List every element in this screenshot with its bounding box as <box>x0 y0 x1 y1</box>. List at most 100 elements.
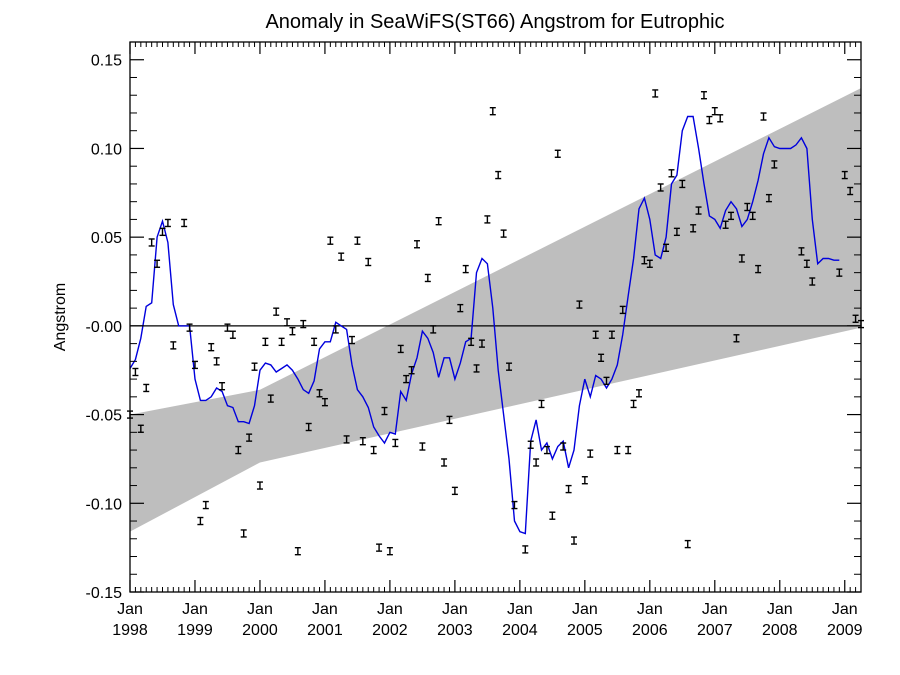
data-point <box>749 211 756 221</box>
data-point <box>338 252 345 261</box>
x-tick-year-label: 2001 <box>307 622 343 639</box>
data-point <box>430 325 437 334</box>
y-tick-label: -0.15 <box>86 585 123 602</box>
data-point <box>154 259 161 268</box>
x-tick-month-label: Jan <box>442 601 468 618</box>
data-point <box>625 445 632 455</box>
data-point <box>614 445 621 455</box>
data-point <box>191 360 198 370</box>
data-point <box>673 227 680 237</box>
data-point <box>571 536 578 545</box>
data-point <box>560 442 567 451</box>
data-point <box>700 91 707 100</box>
data-points-layer <box>127 89 864 556</box>
x-tick-year-label: 2007 <box>697 622 733 639</box>
data-point <box>543 445 550 455</box>
data-point <box>619 305 626 315</box>
x-tick-year-label: 1999 <box>177 622 213 639</box>
data-point <box>446 415 453 425</box>
data-point <box>587 449 594 458</box>
data-point <box>321 397 328 407</box>
data-point <box>300 319 307 329</box>
y-tick-label: 0.05 <box>91 230 122 247</box>
data-point <box>538 399 545 409</box>
data-point <box>256 481 263 490</box>
data-point <box>343 435 350 444</box>
data-point <box>684 539 691 549</box>
data-point <box>229 330 236 339</box>
data-point <box>641 256 648 265</box>
data-point <box>484 215 491 224</box>
data-point <box>408 366 415 375</box>
x-tick-month-label: Jan <box>312 601 338 618</box>
data-point <box>506 362 513 371</box>
x-tick-year-label: 2006 <box>632 622 668 639</box>
data-point <box>137 424 144 433</box>
data-point <box>435 216 442 226</box>
y-tick-label: 0.15 <box>91 53 122 70</box>
data-point <box>646 259 653 268</box>
data-point <box>511 500 518 510</box>
data-point <box>847 186 854 196</box>
axes-layer: -0.15 -0.10 -0.05 -0.00 0.05 0.10 0.15 Jan 1998 J… <box>86 41 863 639</box>
data-point <box>381 406 388 416</box>
x-tick-month-label: Jan <box>767 601 793 618</box>
data-point <box>771 160 778 169</box>
data-point <box>441 458 448 467</box>
data-point <box>143 383 150 393</box>
data-point <box>533 458 540 467</box>
data-point <box>419 442 426 451</box>
data-point <box>316 389 323 398</box>
plot-frame <box>129 41 862 593</box>
data-point <box>630 399 637 409</box>
data-point <box>690 224 697 233</box>
x-tick-month-label: Jan <box>117 601 143 618</box>
data-point <box>635 389 642 398</box>
data-point <box>181 218 188 228</box>
data-point <box>668 169 675 178</box>
data-point <box>413 240 420 249</box>
data-point <box>170 341 177 350</box>
data-point <box>186 323 193 332</box>
y-tick-label: -0.00 <box>86 319 123 336</box>
chart-title: Anomaly in SeaWiFS(ST66) Angstrom for Eu… <box>265 11 724 33</box>
data-point <box>852 314 859 323</box>
data-point <box>354 236 361 245</box>
data-point <box>798 247 805 256</box>
x-tick-year-label: 2000 <box>242 622 278 639</box>
x-tick-month-label: Jan <box>247 601 273 618</box>
data-point <box>803 259 810 268</box>
x-tick-month-label: Jan <box>832 601 858 618</box>
data-point <box>359 436 366 446</box>
data-point <box>273 307 280 316</box>
data-point <box>278 337 285 347</box>
confidence-band <box>130 88 861 532</box>
data-point <box>240 529 247 538</box>
data-point <box>327 236 334 245</box>
x-tick-year-label: 2009 <box>827 622 863 639</box>
data-point <box>500 229 507 238</box>
data-point <box>489 106 496 116</box>
data-point <box>478 339 485 348</box>
data-point <box>386 546 393 556</box>
data-point <box>424 273 431 283</box>
data-point <box>652 89 659 98</box>
data-point <box>311 337 318 347</box>
data-point <box>208 342 215 352</box>
y-tick-label: 0.10 <box>91 141 122 158</box>
data-point <box>219 381 226 391</box>
data-point <box>246 433 253 442</box>
x-tick-month-label: Jan <box>507 601 533 618</box>
data-point <box>197 516 204 526</box>
data-point <box>132 367 139 377</box>
data-point <box>462 264 469 274</box>
data-point <box>755 264 762 274</box>
data-point <box>457 303 464 313</box>
data-point <box>392 438 399 448</box>
data-point <box>349 335 356 345</box>
x-tick-month-label: Jan <box>182 601 208 618</box>
data-point <box>760 112 767 121</box>
data-point <box>733 334 740 343</box>
data-point <box>403 374 410 384</box>
